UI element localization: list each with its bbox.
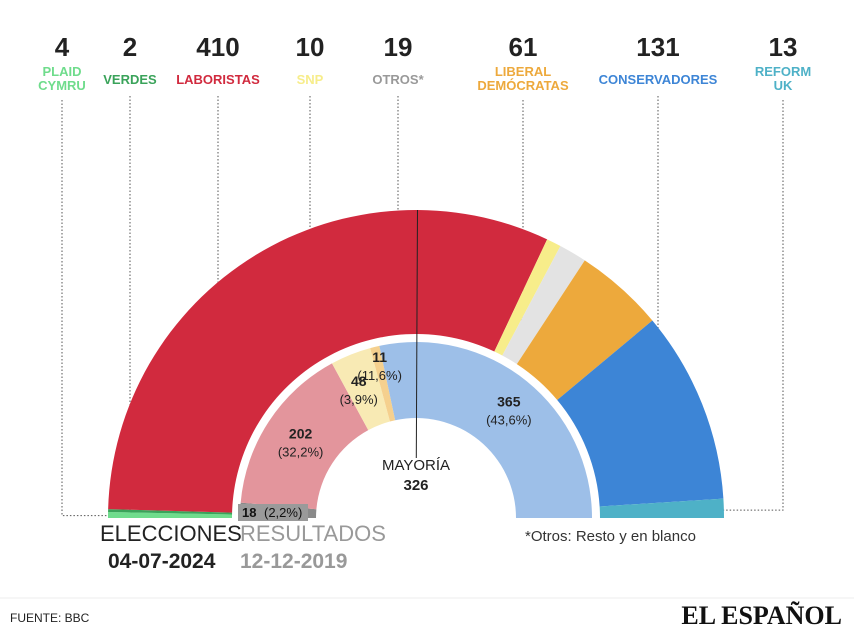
- seat-count: 61: [509, 32, 538, 62]
- seat-segment: [240, 363, 369, 510]
- party-name: VERDES: [103, 72, 157, 87]
- party-name: OTROS*: [372, 72, 424, 87]
- seat-count: 410: [196, 32, 239, 62]
- party-name: LIBERAL DEMÓCRATAS: [477, 64, 569, 93]
- seat-count: 10: [296, 32, 325, 62]
- seat-segment: [370, 345, 396, 422]
- seat-count: 11: [372, 349, 387, 365]
- outer-caption: ELECCIONES: [100, 521, 242, 546]
- leader-line: [665, 100, 784, 511]
- seat-segment: [494, 239, 561, 356]
- seat-count: 202: [289, 425, 313, 441]
- seat-count: 18: [242, 505, 256, 520]
- seat-count: 13: [769, 32, 798, 62]
- vote-share: (32,2%): [278, 444, 324, 459]
- seat-segment: [108, 512, 233, 518]
- inner-date: 12-12-2019: [240, 550, 347, 573]
- seat-segment: [516, 260, 653, 401]
- brand: EL ESPAÑOL: [681, 601, 842, 630]
- seat-segment: [108, 210, 548, 513]
- vote-share: (3,9%): [340, 392, 378, 407]
- vote-share: (43,6%): [486, 413, 532, 428]
- seat-count: 19: [384, 32, 413, 62]
- seat-count: 131: [636, 32, 679, 62]
- majority-line: [415, 210, 418, 459]
- source: FUENTE: BBC: [10, 611, 90, 625]
- note: *Otros: Resto y en blanco: [525, 528, 696, 545]
- vote-share: (11,6%): [357, 368, 402, 383]
- seat-segment: [502, 245, 585, 365]
- party-name: REFORM UK: [755, 64, 811, 93]
- seat-segment: [557, 320, 724, 507]
- seat-segment: [379, 342, 592, 518]
- seat-segment: [331, 348, 390, 431]
- party-name: LABORISTAS: [176, 72, 260, 87]
- seat-count: 4: [55, 32, 70, 62]
- inner-caption: RESULTADOS: [240, 521, 386, 546]
- seat-count: 2: [123, 32, 137, 62]
- vote-share: (2,2%): [264, 505, 302, 520]
- seat-segment: [599, 498, 724, 518]
- party-name: PLAID CYMRU: [38, 64, 86, 93]
- majority-value: 326: [403, 477, 428, 494]
- seat-count: 48: [351, 373, 367, 389]
- party-name: CONSERVADORES: [599, 72, 718, 87]
- seat-segment: [108, 509, 233, 515]
- label-bg: [238, 504, 308, 521]
- party-name: SNP: [297, 72, 324, 87]
- seat-count: 365: [497, 394, 521, 410]
- majority-label: MAYORÍA: [382, 457, 450, 474]
- outer-date: 04-07-2024: [108, 550, 216, 573]
